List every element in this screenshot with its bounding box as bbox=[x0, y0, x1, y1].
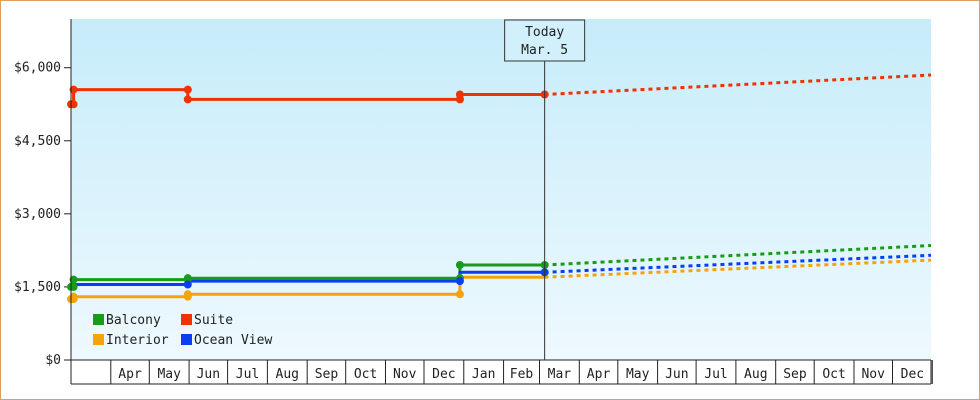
data-point bbox=[69, 292, 78, 301]
legend-label: Balcony bbox=[106, 313, 161, 328]
x-tick-label: Nov bbox=[393, 367, 417, 382]
data-point bbox=[455, 261, 464, 270]
legend-swatch bbox=[93, 314, 104, 325]
series-forecast-line bbox=[544, 258, 932, 279]
today-box bbox=[504, 19, 586, 62]
x-tick-label: Sep bbox=[315, 367, 339, 382]
data-point bbox=[183, 95, 192, 104]
legend-label: Interior bbox=[106, 333, 169, 348]
x-tick-label: Jan bbox=[472, 367, 495, 382]
y-axis: $0 $1,500 $3,000 $4,500 $6,000 bbox=[14, 61, 71, 368]
x-tick-label: Jun bbox=[665, 367, 688, 382]
legend: Balcony Suite Interior Ocean View bbox=[93, 313, 272, 348]
legend-label: Suite bbox=[194, 313, 233, 328]
x-axis: Apr May Jun Jul Aug Sep Oct Nov Dec Jan Feb Mar Apr M… bbox=[71, 359, 933, 385]
data-point bbox=[455, 290, 464, 299]
data-point bbox=[183, 85, 192, 94]
data-point bbox=[183, 290, 192, 299]
x-tick-label: Jul bbox=[704, 367, 727, 382]
data-point bbox=[69, 85, 78, 94]
x-tick-label: Feb bbox=[510, 367, 534, 382]
x-tick-label: Apr bbox=[587, 367, 611, 382]
x-tick-label: Jun bbox=[197, 367, 220, 382]
y-tick-label: $1,500 bbox=[14, 280, 61, 295]
x-tick-label: Apr bbox=[118, 367, 142, 382]
y-tick-label: $3,000 bbox=[14, 207, 61, 222]
legend-swatch bbox=[181, 334, 192, 345]
x-tick-label: Aug bbox=[744, 367, 767, 382]
x-tick-label: May bbox=[157, 367, 181, 382]
legend-label: Ocean View bbox=[194, 333, 272, 348]
x-tick-label: Aug bbox=[276, 367, 299, 382]
data-point bbox=[455, 90, 464, 99]
today-date-label: Mar. 5 bbox=[521, 43, 568, 58]
today-marker: Today Mar. 5 bbox=[504, 19, 586, 360]
series-forecast-line bbox=[544, 244, 932, 267]
data-point bbox=[183, 280, 192, 289]
x-tick-label: Dec bbox=[901, 367, 924, 382]
data-point bbox=[69, 282, 78, 291]
y-tick-label: $6,000 bbox=[14, 61, 61, 76]
legend-swatch bbox=[181, 314, 192, 325]
today-label: Today bbox=[525, 25, 564, 40]
data-point bbox=[69, 275, 78, 284]
data-point bbox=[183, 274, 192, 283]
series-forecast-line bbox=[544, 73, 932, 96]
y-tick-label: $4,500 bbox=[14, 134, 61, 149]
legend-swatch bbox=[93, 334, 104, 345]
x-tick-label: Jul bbox=[236, 367, 259, 382]
x-tick-label: Oct bbox=[354, 367, 377, 382]
x-tick-label: May bbox=[626, 367, 650, 382]
y-tick-label: $0 bbox=[45, 353, 61, 368]
series-forecast-line bbox=[544, 253, 932, 274]
plot-area bbox=[71, 19, 931, 360]
data-point bbox=[455, 277, 464, 286]
data-point bbox=[69, 100, 78, 109]
series-markers bbox=[67, 85, 549, 304]
x-tick-label: Sep bbox=[783, 367, 807, 382]
x-tick-label: Mar bbox=[548, 367, 572, 382]
x-tick-label: Dec bbox=[432, 367, 455, 382]
x-tick-label: Nov bbox=[861, 367, 885, 382]
x-tick-label: Oct bbox=[822, 367, 845, 382]
